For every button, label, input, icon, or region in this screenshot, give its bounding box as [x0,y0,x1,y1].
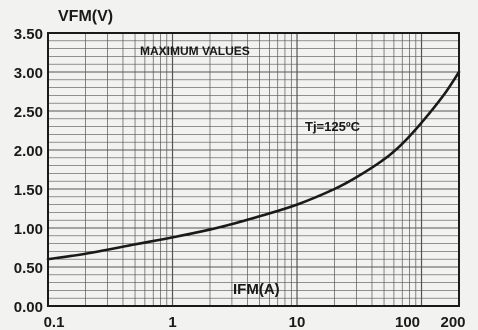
x-tick-label: 0.1 [44,314,65,330]
x-tick-label: 200 [440,314,465,330]
y-tick-label: 2.00 [14,143,43,160]
y-tick-label: 3.00 [14,65,43,82]
x-tick-label: 10 [289,314,306,330]
series-line [46,70,461,261]
y-tick-label: 3.50 [14,26,43,43]
tick-labels: 0.00 0.50 1.00 1.50 2.00 2.50 3.00 3.50 0.1 1 10 10… [14,26,466,330]
annotation-maximum-values: MAXIMUM VALUES [140,44,250,58]
annotation-junction-temperature: Tj=125ºC [305,119,361,134]
y-tick-label: 0.00 [14,299,43,316]
x-tick-label: 100 [395,314,420,330]
plot-frame [47,32,460,307]
grid-lines [48,33,459,306]
x-axis-label: IFM(A) [233,281,280,298]
x-tick-label: 1 [168,314,176,330]
y-tick-label: 2.50 [14,104,43,121]
y-tick-label: 1.50 [14,182,43,199]
y-tick-label: 1.00 [14,221,43,238]
y-axis-label: VFM(V) [58,8,113,25]
y-tick-label: 0.50 [14,260,43,277]
